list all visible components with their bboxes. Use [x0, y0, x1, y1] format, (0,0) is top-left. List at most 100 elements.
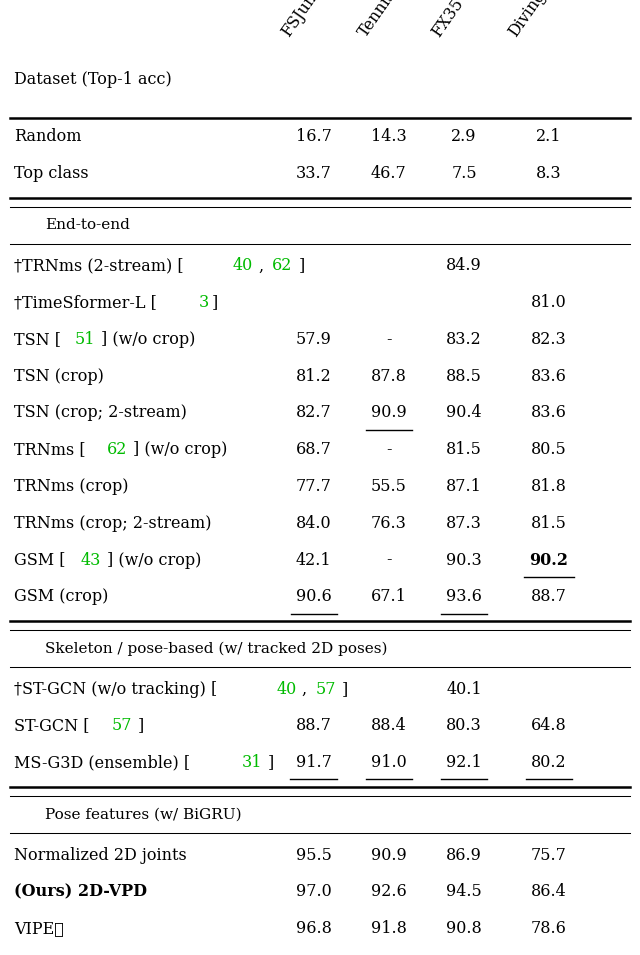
Text: 92.1: 92.1	[446, 754, 482, 772]
Text: 40: 40	[233, 258, 253, 274]
Text: Diving48: Diving48	[506, 0, 561, 40]
Text: GSM [: GSM [	[14, 552, 65, 568]
Text: 91.0: 91.0	[371, 754, 406, 772]
Text: 2.1: 2.1	[536, 128, 561, 145]
Text: 14.3: 14.3	[371, 128, 406, 145]
Text: ,: ,	[259, 258, 269, 274]
Text: 55.5: 55.5	[371, 478, 407, 495]
Text: 76.3: 76.3	[371, 515, 407, 532]
Text: VIPE★: VIPE★	[14, 920, 64, 937]
Text: 16.7: 16.7	[296, 128, 332, 145]
Text: 90.8: 90.8	[446, 920, 482, 937]
Text: 90.6: 90.6	[296, 588, 332, 605]
Text: 80.3: 80.3	[446, 717, 482, 734]
Text: 57: 57	[316, 681, 336, 698]
Text: 78.6: 78.6	[531, 920, 567, 937]
Text: FSJump6: FSJump6	[278, 0, 335, 40]
Text: ST-GCN [: ST-GCN [	[14, 717, 90, 734]
Text: 88.5: 88.5	[446, 368, 482, 385]
Text: 82.3: 82.3	[531, 331, 566, 348]
Text: 7.5: 7.5	[451, 165, 477, 182]
Text: TSN (crop; 2-stream): TSN (crop; 2-stream)	[14, 405, 187, 421]
Text: 80.2: 80.2	[531, 754, 566, 772]
Text: 3: 3	[198, 294, 209, 311]
Text: ,: ,	[303, 681, 313, 698]
Text: 64.8: 64.8	[531, 717, 566, 734]
Text: 90.9: 90.9	[371, 405, 406, 421]
Text: 8.3: 8.3	[536, 165, 562, 182]
Text: †TRNms (2-stream) [: †TRNms (2-stream) [	[14, 258, 184, 274]
Text: TRNms (crop; 2-stream): TRNms (crop; 2-stream)	[14, 515, 212, 532]
Text: 81.2: 81.2	[296, 368, 332, 385]
Text: 88.7: 88.7	[296, 717, 332, 734]
Text: 62: 62	[272, 258, 292, 274]
Text: 80.5: 80.5	[531, 441, 566, 458]
Text: 91.8: 91.8	[371, 920, 407, 937]
Text: 40: 40	[276, 681, 296, 698]
Text: ]: ]	[299, 258, 305, 274]
Text: 87.1: 87.1	[446, 478, 482, 495]
Text: 92.6: 92.6	[371, 883, 406, 901]
Text: TRNms (crop): TRNms (crop)	[14, 478, 129, 495]
Text: 46.7: 46.7	[371, 165, 406, 182]
Text: 90.9: 90.9	[371, 846, 406, 863]
Text: ] (w/o crop): ] (w/o crop)	[132, 441, 227, 458]
Text: Top class: Top class	[14, 165, 89, 182]
Text: ]: ]	[342, 681, 348, 698]
Text: TRNms [: TRNms [	[14, 441, 86, 458]
Text: 81.5: 81.5	[446, 441, 482, 458]
Text: 40.1: 40.1	[446, 681, 482, 698]
Text: 62: 62	[106, 441, 127, 458]
Text: †TimeSformer-L [: †TimeSformer-L [	[14, 294, 157, 311]
Text: Pose features (w/ BiGRU): Pose features (w/ BiGRU)	[45, 808, 241, 821]
Text: MS-G3D (ensemble) [: MS-G3D (ensemble) [	[14, 754, 190, 772]
Text: Skeleton / pose-based (w/ tracked 2D poses): Skeleton / pose-based (w/ tracked 2D pos…	[45, 642, 387, 656]
Text: 84.0: 84.0	[296, 515, 332, 532]
Text: 86.9: 86.9	[446, 846, 482, 863]
Text: 96.8: 96.8	[296, 920, 332, 937]
Text: 87.3: 87.3	[446, 515, 482, 532]
Text: GSM (crop): GSM (crop)	[14, 588, 108, 605]
Text: Random: Random	[14, 128, 81, 145]
Text: 31: 31	[241, 754, 262, 772]
Text: 91.7: 91.7	[296, 754, 332, 772]
Text: 86.4: 86.4	[531, 883, 566, 901]
Text: Tennis7: Tennis7	[355, 0, 405, 40]
Text: ]: ]	[212, 294, 218, 311]
Text: -: -	[386, 552, 392, 568]
Text: 88.4: 88.4	[371, 717, 406, 734]
Text: 33.7: 33.7	[296, 165, 332, 182]
Text: (Ours) 2D-VPD: (Ours) 2D-VPD	[14, 883, 147, 901]
Text: 82.7: 82.7	[296, 405, 332, 421]
Text: 90.2: 90.2	[529, 552, 568, 568]
Text: 93.6: 93.6	[446, 588, 482, 605]
Text: ] (w/o crop): ] (w/o crop)	[101, 331, 196, 348]
Text: 83.6: 83.6	[531, 405, 567, 421]
Text: ]: ]	[138, 717, 144, 734]
Text: Dataset (Top-1 acc): Dataset (Top-1 acc)	[14, 72, 172, 88]
Text: 77.7: 77.7	[296, 478, 332, 495]
Text: 57: 57	[111, 717, 132, 734]
Text: 83.6: 83.6	[531, 368, 567, 385]
Text: 90.4: 90.4	[446, 405, 482, 421]
Text: 2.9: 2.9	[451, 128, 477, 145]
Text: 84.9: 84.9	[446, 258, 482, 274]
Text: 68.7: 68.7	[296, 441, 332, 458]
Text: 88.7: 88.7	[531, 588, 567, 605]
Text: -: -	[386, 331, 392, 348]
Text: ]: ]	[268, 754, 274, 772]
Text: 51: 51	[75, 331, 95, 348]
Text: 87.8: 87.8	[371, 368, 407, 385]
Text: 67.1: 67.1	[371, 588, 407, 605]
Text: 81.5: 81.5	[531, 515, 567, 532]
Text: -: -	[386, 441, 392, 458]
Text: 94.5: 94.5	[446, 883, 482, 901]
Text: End-to-end: End-to-end	[45, 219, 130, 232]
Text: TSN (crop): TSN (crop)	[14, 368, 104, 385]
Text: 75.7: 75.7	[531, 846, 567, 863]
Text: †ST-GCN (w/o tracking) [: †ST-GCN (w/o tracking) [	[14, 681, 218, 698]
Text: 43: 43	[81, 552, 101, 568]
Text: 90.3: 90.3	[446, 552, 482, 568]
Text: 97.0: 97.0	[296, 883, 332, 901]
Text: 81.0: 81.0	[531, 294, 566, 311]
